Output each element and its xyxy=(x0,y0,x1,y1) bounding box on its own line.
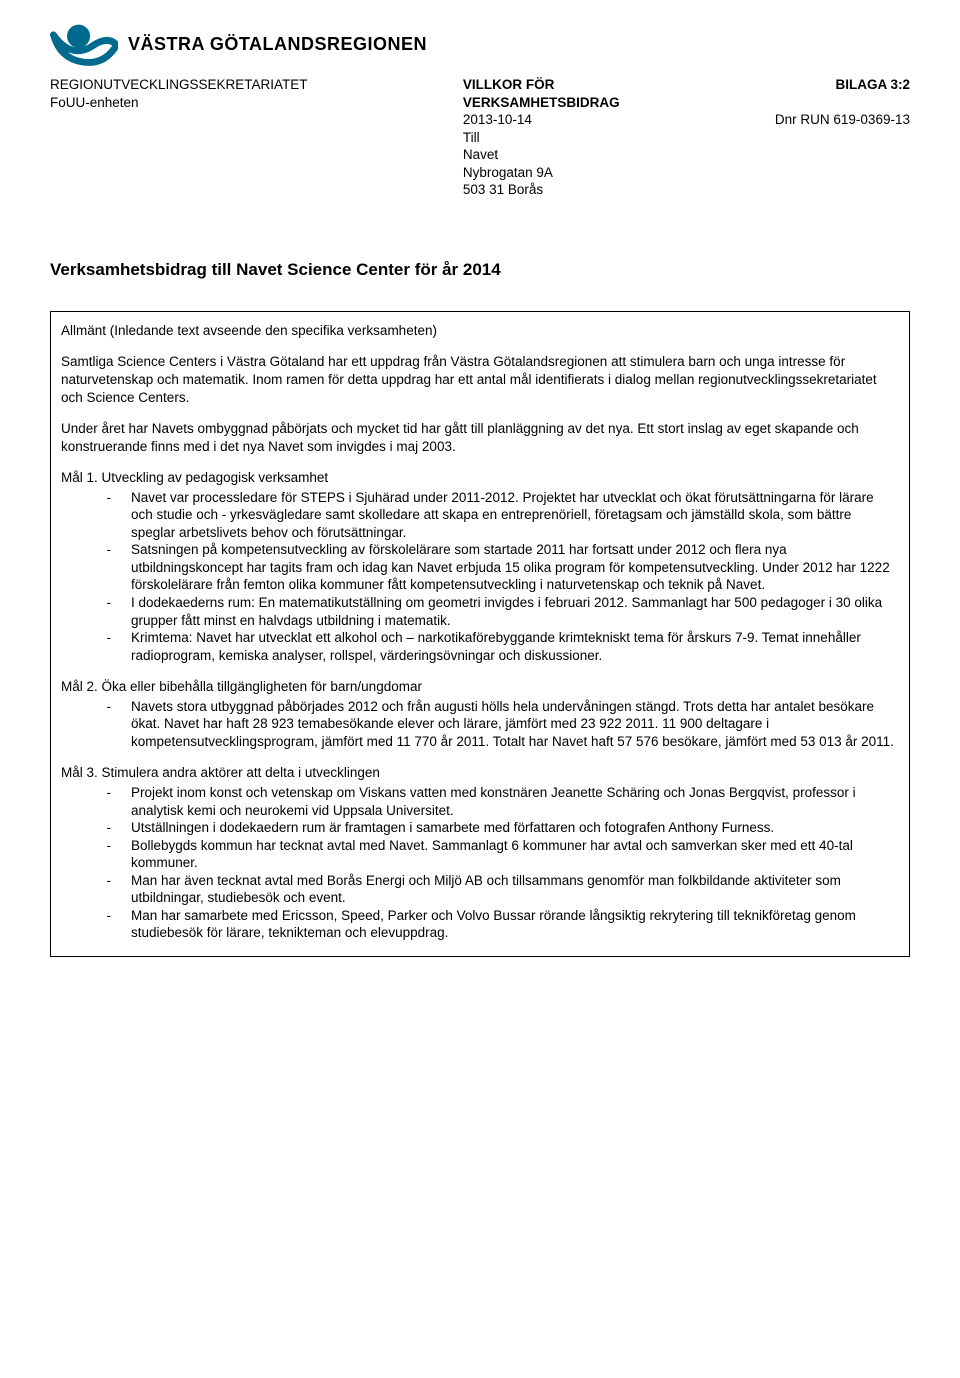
subject-line-2: VERKSAMHETSBIDRAG xyxy=(463,94,620,112)
paragraph-intro-1: Samtliga Science Centers i Västra Götala… xyxy=(61,353,899,406)
list-item: Utställningen i dodekaedern rum är framt… xyxy=(111,819,899,837)
paragraph-intro-2: Under året har Navets ombyggnad påbörjat… xyxy=(61,420,899,455)
content-box: Allmänt (Inledande text avseende den spe… xyxy=(50,311,910,957)
header-subject: VILLKOR FÖR VERKSAMHETSBIDRAG 2013-10-14… xyxy=(463,76,620,199)
section-header-allmant: Allmänt (Inledande text avseende den spe… xyxy=(61,322,899,340)
header-reference: BILAGA 3:2 Dnr RUN 619-0369-13 xyxy=(775,76,910,129)
goal-3-list: Projekt inom konst och vetenskap om Visk… xyxy=(61,784,899,942)
list-item: Navets stora utbyggnad påbörjades 2012 o… xyxy=(111,698,899,751)
goal-1-heading: Mål 1. Utveckling av pedagogisk verksamh… xyxy=(61,469,899,487)
list-item: Satsningen på kompetensutveckling av för… xyxy=(111,541,899,594)
sender-line-2: FoUU-enheten xyxy=(50,94,308,112)
brand-name: VÄSTRA GÖTALANDSREGIONEN xyxy=(128,33,427,56)
list-item: Navet var processledare för STEPS i Sjuh… xyxy=(111,489,899,542)
subject-line-1: VILLKOR FÖR xyxy=(463,76,620,94)
diary-number: Dnr RUN 619-0369-13 xyxy=(775,111,910,129)
list-item: Man har även tecknat avtal med Borås Ene… xyxy=(111,872,899,907)
document-date: 2013-10-14 xyxy=(463,111,620,129)
sender-line-1: REGIONUTVECKLINGSSEKRETARIATET xyxy=(50,76,308,94)
list-item: Man har samarbete med Ericsson, Speed, P… xyxy=(111,907,899,942)
list-item: I dodekaederns rum: En matematikutställn… xyxy=(111,594,899,629)
header-sender: REGIONUTVECKLINGSSEKRETARIATET FoUU-enhe… xyxy=(50,76,308,111)
recipient-prefix: Till xyxy=(463,129,620,147)
goal-1-list: Navet var processledare för STEPS i Sjuh… xyxy=(61,489,899,664)
list-item: Bollebygds kommun har tecknat avtal med … xyxy=(111,837,899,872)
recipient-name: Navet xyxy=(463,146,620,164)
list-item: Projekt inom konst och vetenskap om Visk… xyxy=(111,784,899,819)
goal-3-heading: Mål 3. Stimulera andra aktörer att delta… xyxy=(61,764,899,782)
list-item: Krimtema: Navet har utvecklat ett alkoho… xyxy=(111,629,899,664)
document-header: REGIONUTVECKLINGSSEKRETARIATET FoUU-enhe… xyxy=(50,76,910,199)
recipient-city: 503 31 Borås xyxy=(463,181,620,199)
recipient-street: Nybrogatan 9A xyxy=(463,164,620,182)
brand-logo-area: VÄSTRA GÖTALANDSREGIONEN xyxy=(50,20,910,70)
region-logo-icon xyxy=(50,20,118,70)
goal-2-heading: Mål 2. Öka eller bibehålla tillgänglighe… xyxy=(61,678,899,696)
goal-2-list: Navets stora utbyggnad påbörjades 2012 o… xyxy=(61,698,899,751)
document-title: Verksamhetsbidrag till Navet Science Cen… xyxy=(50,259,910,281)
attachment-label: BILAGA 3:2 xyxy=(775,76,910,94)
